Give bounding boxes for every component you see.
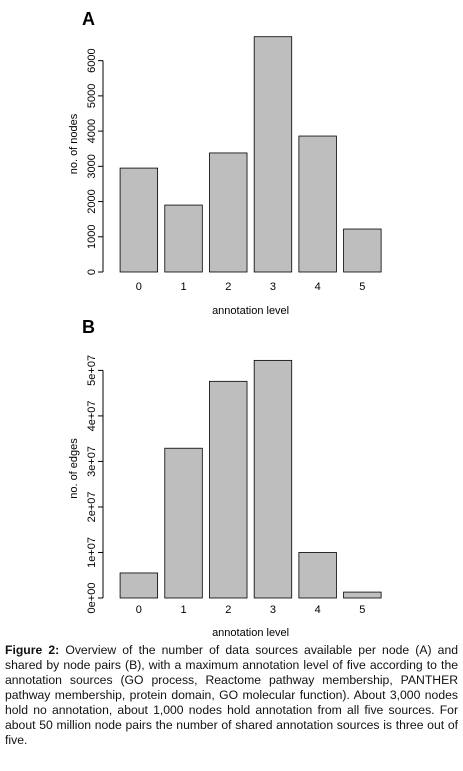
x-tick-label: 3: [270, 281, 276, 293]
y-tick-label: 5e+07: [86, 355, 98, 386]
x-tick-label: 2: [225, 604, 231, 616]
bar: [209, 380, 248, 599]
x-tick-label: 0: [136, 281, 142, 293]
bar: [119, 572, 159, 599]
x-axis-label: annotation level: [212, 305, 289, 317]
x-tick-label: 5: [359, 604, 365, 616]
bar: [119, 167, 159, 273]
y-tick-label: 3000: [86, 154, 98, 178]
bar: [298, 135, 337, 273]
x-tick-label: 0: [136, 604, 142, 616]
y-tick-label: 1000: [86, 225, 98, 249]
x-tick-label: 1: [180, 281, 186, 293]
bar: [343, 591, 382, 599]
y-axis-label: no. of edges: [68, 438, 80, 499]
y-tick-label: 2e+07: [86, 491, 98, 522]
y-tick-label: 5000: [86, 84, 98, 108]
panel-label: A: [82, 9, 95, 29]
y-axis-label: no. of nodes: [68, 113, 80, 174]
bar: [164, 447, 203, 599]
y-tick-label: 6000: [86, 48, 98, 72]
caption: Figure 2: Overview of the number of data…: [5, 643, 458, 748]
caption-label: Figure 2:: [5, 643, 60, 657]
caption-text: Overview of the number of data sources a…: [5, 643, 459, 747]
x-axis-label: annotation level: [212, 627, 289, 639]
y-tick-label: 1e+07: [86, 537, 98, 568]
bar: [253, 359, 293, 599]
y-tick-label: 2000: [86, 189, 98, 213]
y-tick-label: 4e+07: [86, 400, 98, 431]
x-tick-label: 5: [359, 281, 365, 293]
bar: [164, 204, 203, 273]
y-tick-label: 4000: [86, 119, 98, 143]
y-tick-label: 3e+07: [86, 446, 98, 477]
bar: [343, 228, 382, 273]
panel-label: B: [82, 317, 95, 337]
x-tick-label: 2: [225, 281, 231, 293]
x-tick-label: 4: [315, 604, 321, 616]
bar: [253, 36, 293, 273]
x-tick-label: 4: [315, 281, 321, 293]
x-tick-label: 3: [270, 604, 276, 616]
x-tick-label: 1: [180, 604, 186, 616]
bar: [298, 552, 337, 599]
y-tick-label: 0: [86, 269, 98, 275]
bar: [209, 152, 248, 273]
y-tick-label: 0e+00: [86, 583, 98, 614]
